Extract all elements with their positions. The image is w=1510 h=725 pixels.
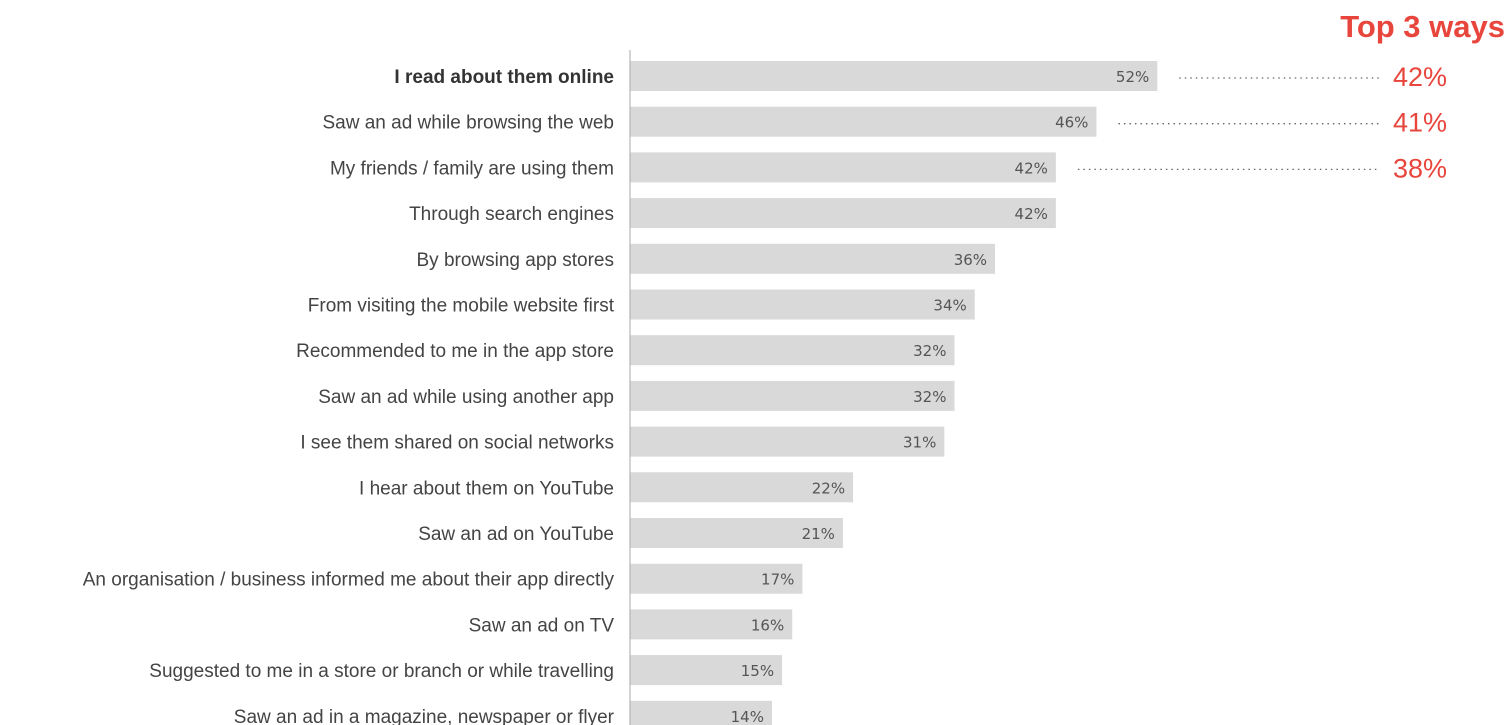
bar (630, 426, 945, 457)
bar (630, 106, 1097, 137)
top3-value: 41% (1393, 108, 1447, 138)
value-label: 31% (903, 434, 936, 452)
bar (630, 335, 955, 366)
bar (630, 380, 955, 411)
category-label: Recommended to me in the app store (296, 341, 614, 362)
bar (630, 152, 1056, 183)
bar (630, 472, 854, 503)
value-label: 16% (751, 616, 784, 634)
value-label: 34% (933, 297, 966, 315)
value-label: 32% (913, 342, 946, 360)
value-label: 46% (1055, 114, 1088, 132)
value-label: 14% (731, 708, 764, 725)
category-label: Through search engines (409, 204, 614, 225)
bars (630, 61, 1158, 725)
category-label: I see them shared on social networks (300, 433, 614, 454)
category-label: I hear about them on YouTube (359, 478, 614, 499)
category-label: Suggested to me in a store or branch or … (149, 661, 614, 682)
category-label: My friends / family are using them (330, 158, 614, 179)
bar (630, 243, 996, 274)
category-labels: I read about them online Saw an ad while … (83, 67, 615, 725)
value-label: 42% (1015, 205, 1048, 223)
top3-value: 38% (1393, 153, 1447, 183)
category-label: From visiting the mobile website first (308, 296, 615, 317)
value-label: 42% (1015, 159, 1048, 177)
bar (630, 289, 975, 320)
category-label: I read about them online (394, 67, 614, 88)
bar (630, 198, 1056, 229)
bar (630, 563, 803, 594)
category-label: Saw an ad in a magazine, newspaper or fl… (234, 707, 615, 725)
top3-value: 42% (1393, 62, 1447, 92)
value-label: 17% (761, 571, 794, 589)
category-label: Saw an ad on YouTube (418, 524, 614, 545)
value-label: 22% (812, 479, 845, 497)
bar (630, 700, 772, 725)
category-label: Saw an ad while using another app (318, 387, 614, 408)
value-label: 21% (802, 525, 835, 543)
top3-annotation: Top 3 ways 42% 41% 38% (1077, 9, 1505, 183)
category-label: Saw an ad on TV (469, 615, 615, 636)
category-label: Saw an ad while browsing the web (322, 113, 614, 134)
bar (630, 61, 1158, 91)
category-label: By browsing app stores (417, 250, 615, 271)
bar (630, 609, 793, 640)
value-label: 52% (1116, 68, 1149, 86)
value-label: 32% (913, 388, 946, 406)
category-label: An organisation / business informed me a… (83, 570, 615, 591)
top3-title: Top 3 ways (1340, 9, 1505, 44)
value-labels: 52% 46% 42% 42% 36% 34% 32% 32% 31% 22% 21% 17% 16% 1… (731, 68, 1150, 725)
value-label: 36% (954, 251, 987, 269)
bar (630, 518, 843, 548)
value-label: 15% (741, 662, 774, 680)
bar (630, 655, 783, 686)
